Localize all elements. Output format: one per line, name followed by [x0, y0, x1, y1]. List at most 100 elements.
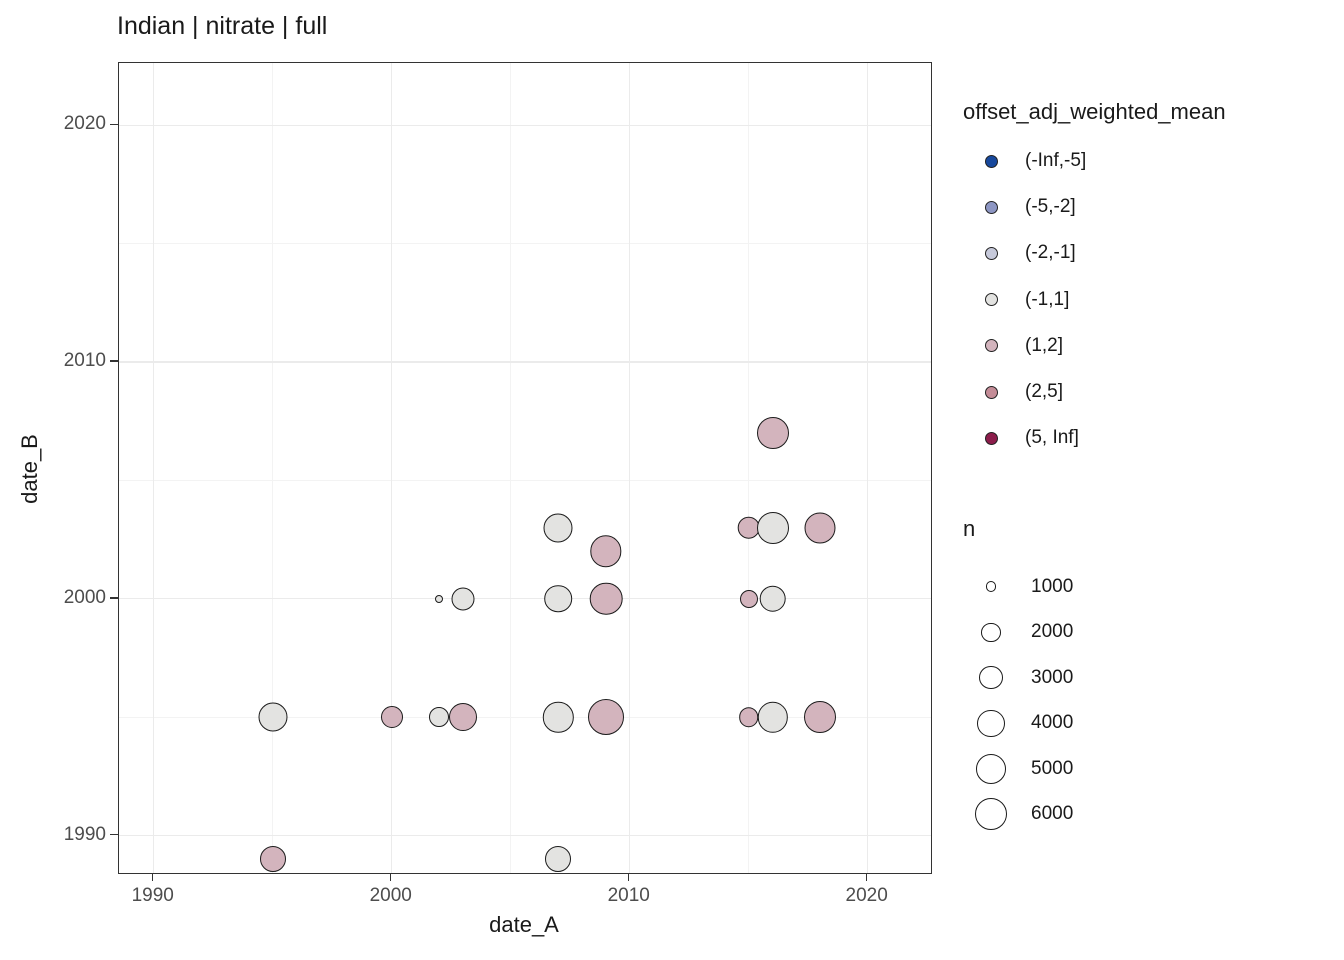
gridline-major-horizontal: [119, 598, 931, 600]
x-axis-tick: [152, 873, 154, 882]
size-legend-item: 5000: [963, 746, 1073, 792]
size-legend-label: 2000: [1031, 621, 1074, 643]
gridline-minor-vertical: [748, 63, 750, 873]
data-point: [756, 417, 789, 450]
gridline-minor-horizontal: [119, 716, 931, 718]
color-legend-label: (1,2]: [1025, 334, 1064, 356]
gridline-major-horizontal: [119, 361, 931, 363]
data-point: [435, 594, 444, 603]
y-axis-title: date_B: [17, 434, 42, 504]
color-legend-label: (-2,-1]: [1025, 242, 1076, 264]
data-point: [759, 585, 786, 613]
data-point: [739, 589, 758, 608]
color-legend-label: (2,5]: [1025, 381, 1064, 403]
gridline-major-horizontal: [119, 124, 931, 126]
y-axis-tick: [110, 597, 118, 599]
y-axis-tick: [110, 360, 118, 362]
legend-size-circle-icon: [979, 666, 1003, 690]
color-swatch-cell: [963, 431, 1019, 445]
color-legend-item: (-Inf,-5]: [963, 138, 1086, 184]
x-axis-tick: [865, 873, 868, 882]
color-swatch-cell: [963, 385, 1019, 399]
color-legend-item: (1,2]: [963, 323, 1086, 369]
data-point: [258, 702, 288, 732]
legend-color-dot-icon: [984, 293, 998, 307]
color-legend-label: (5, Inf]: [1025, 427, 1079, 449]
x-axis-tick: [390, 873, 392, 882]
color-swatch-cell: [963, 246, 1019, 260]
gridline-minor-horizontal: [119, 243, 931, 245]
color-swatch-cell: [963, 339, 1019, 353]
y-axis-tick: [110, 833, 118, 836]
legend-size-circle-icon: [981, 622, 1001, 642]
color-legend-title: offset_adj_weighted_mean: [963, 99, 1226, 124]
color-legend-item: (-2,-1]: [963, 230, 1086, 276]
color-swatch-cell: [963, 154, 1019, 168]
data-point: [449, 703, 478, 732]
data-point: [756, 511, 789, 544]
legend-color-dot-icon: [984, 154, 998, 168]
data-point: [451, 587, 475, 611]
size-legend-label: 6000: [1031, 803, 1074, 825]
data-point: [589, 582, 623, 616]
gridline-major-vertical: [629, 63, 631, 873]
gridline-major-horizontal: [119, 834, 931, 837]
data-point: [259, 846, 286, 873]
x-axis-tick: [628, 873, 630, 882]
color-legend-item: (-5,-2]: [963, 184, 1086, 230]
color-legend-label: (-5,-2]: [1025, 196, 1076, 218]
size-swatch-cell: [963, 798, 1019, 831]
data-point: [543, 513, 573, 543]
data-point: [804, 701, 837, 734]
x-tick-label: 1990: [131, 885, 174, 906]
size-legend-item: 2000: [963, 610, 1073, 656]
data-point: [545, 846, 572, 873]
gridline-minor-vertical: [510, 63, 512, 873]
size-legend-label: 5000: [1031, 757, 1074, 779]
gridline-minor-vertical: [272, 63, 274, 873]
data-point: [544, 585, 573, 613]
color-legend: offset_adj_weighted_mean (-Inf,-5] (-5,-2…: [963, 99, 1226, 448]
size-legend: n 1000 2000 3000 4000 5000 6000: [963, 516, 1073, 831]
chart-title: Indian | nitrate | full: [117, 12, 328, 40]
legend-color-dot-icon: [984, 246, 998, 260]
color-legend-item: (-1,1]: [963, 277, 1086, 323]
size-swatch-cell: [963, 666, 1019, 690]
gridline-major-vertical: [153, 63, 155, 873]
data-point: [543, 702, 574, 733]
color-legend-item: (2,5]: [963, 369, 1086, 415]
legend-color-dot-icon: [984, 431, 998, 445]
legend-size-circle-icon: [976, 753, 1006, 784]
size-swatch-cell: [963, 753, 1019, 784]
x-axis-title: date_A: [489, 912, 559, 937]
size-legend-item: 4000: [963, 701, 1073, 747]
color-legend-label: (-1,1]: [1025, 288, 1070, 310]
data-point: [429, 707, 450, 728]
y-tick-label: 2010: [63, 350, 106, 372]
size-swatch-cell: [963, 709, 1019, 737]
data-point: [804, 512, 836, 544]
x-tick-label: 2020: [845, 885, 888, 906]
data-point: [380, 706, 403, 729]
y-tick-label: 1990: [63, 823, 106, 845]
size-legend-item: 1000: [963, 564, 1073, 610]
data-point: [587, 699, 624, 736]
size-legend-item: 3000: [963, 655, 1073, 701]
color-swatch-cell: [963, 293, 1019, 307]
color-swatch-cell: [963, 200, 1019, 214]
y-tick-label: 2020: [63, 113, 106, 135]
legend-size-circle-icon: [975, 798, 1007, 831]
size-swatch-cell: [963, 622, 1019, 642]
size-legend-label: 1000: [1031, 575, 1074, 597]
x-tick-label: 2000: [369, 885, 412, 906]
x-tick-label: 2010: [607, 885, 650, 906]
legend-color-dot-icon: [984, 339, 998, 353]
data-point: [757, 702, 788, 733]
size-legend-label: 4000: [1031, 712, 1074, 734]
size-legend-item: 6000: [963, 792, 1073, 838]
size-legend-label: 3000: [1031, 666, 1074, 688]
data-point: [738, 707, 759, 727]
legend-size-circle-icon: [977, 709, 1005, 737]
legend-color-dot-icon: [984, 385, 998, 399]
